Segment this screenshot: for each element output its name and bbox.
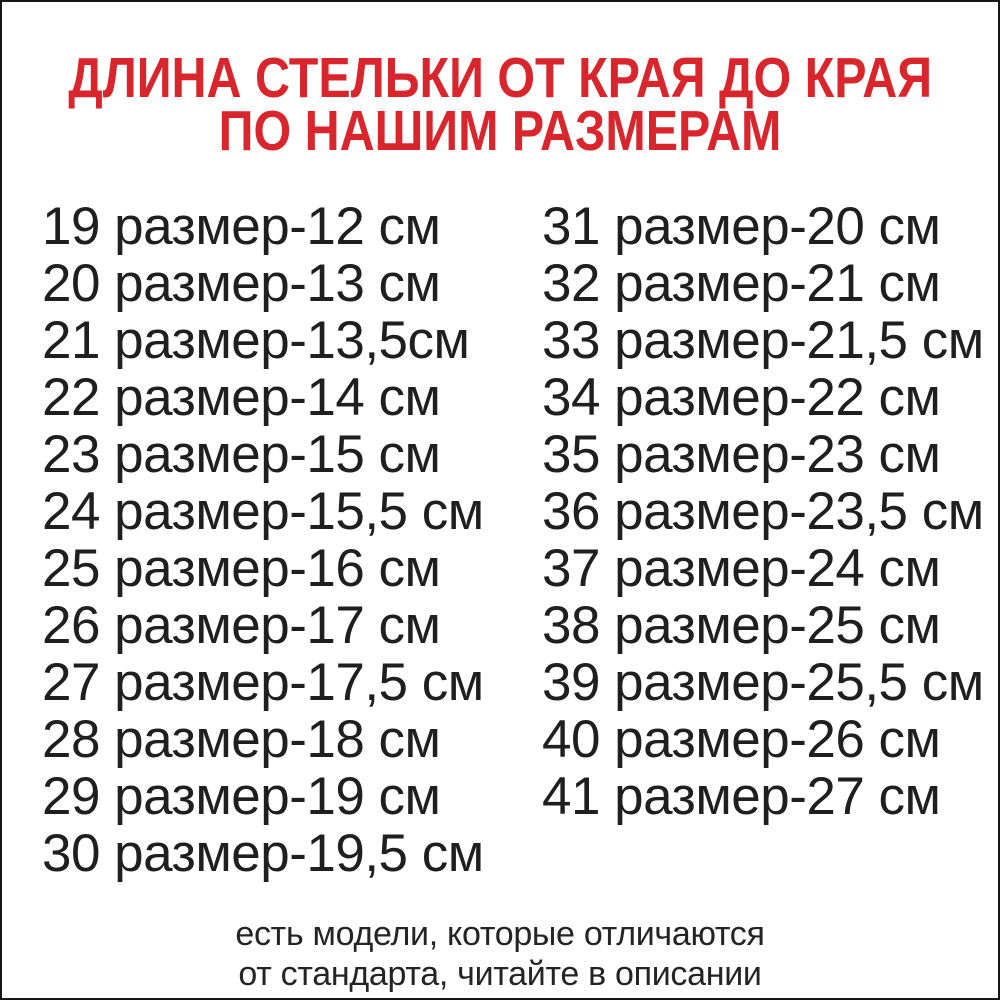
size-row: 20 размер-13 см: [42, 254, 441, 313]
size-row: 35 размер-23 см: [542, 425, 941, 484]
size-row: 29 размер-19 см: [42, 767, 441, 826]
chart-title: ДЛИНА СТЕЛЬКИ ОТ КРАЯ ДО КРАЯ ПО НАШИМ Р…: [2, 2, 998, 163]
size-row: 36 размер-23,5 см: [542, 482, 984, 541]
footnote: есть модели, которые отличаются от станд…: [2, 914, 998, 994]
size-row: 38 размер-25 см: [542, 596, 941, 655]
size-row: 27 размер-17,5 см: [42, 653, 484, 712]
size-row: 28 размер-18 см: [42, 710, 441, 769]
size-row: 39 размер-25,5 см: [542, 653, 984, 712]
size-row: 24 размер-15,5 см: [42, 482, 484, 541]
size-row: 41 размер-27 см: [542, 767, 941, 826]
size-row: 19 размер-12 см: [42, 197, 441, 256]
size-column-left: 19 размер-12 см 20 размер-13 см 21 разме…: [42, 198, 484, 882]
chart-title-line-1: ДЛИНА СТЕЛЬКИ ОТ КРАЯ ДО КРАЯ: [68, 46, 932, 110]
size-row: 30 размер-19,5 см: [42, 824, 484, 883]
size-column-right: 31 размер-20 см 32 размер-21 см 33 разме…: [542, 198, 984, 825]
size-row: 37 размер-24 см: [542, 539, 941, 598]
size-row: 21 размер-13,5см: [42, 311, 470, 370]
size-row: 22 размер-14 см: [42, 368, 441, 427]
size-row: 34 размер-22 см: [542, 368, 941, 427]
size-row: 40 размер-26 см: [542, 710, 941, 769]
size-row: 32 размер-21 см: [542, 254, 941, 313]
size-row: 33 размер-21,5 см: [542, 311, 984, 370]
size-row: 23 размер-15 см: [42, 425, 441, 484]
footnote-line-1: есть модели, которые отличаются: [235, 915, 765, 953]
size-row: 31 размер-20 см: [542, 197, 941, 256]
footnote-line-2: от стандарта, читайте в описании: [238, 955, 762, 993]
size-row: 26 размер-17 см: [42, 596, 441, 655]
size-row: 25 размер-16 см: [42, 539, 441, 598]
chart-title-line-2: ПО НАШИМ РАЗМЕРАМ: [218, 99, 782, 163]
